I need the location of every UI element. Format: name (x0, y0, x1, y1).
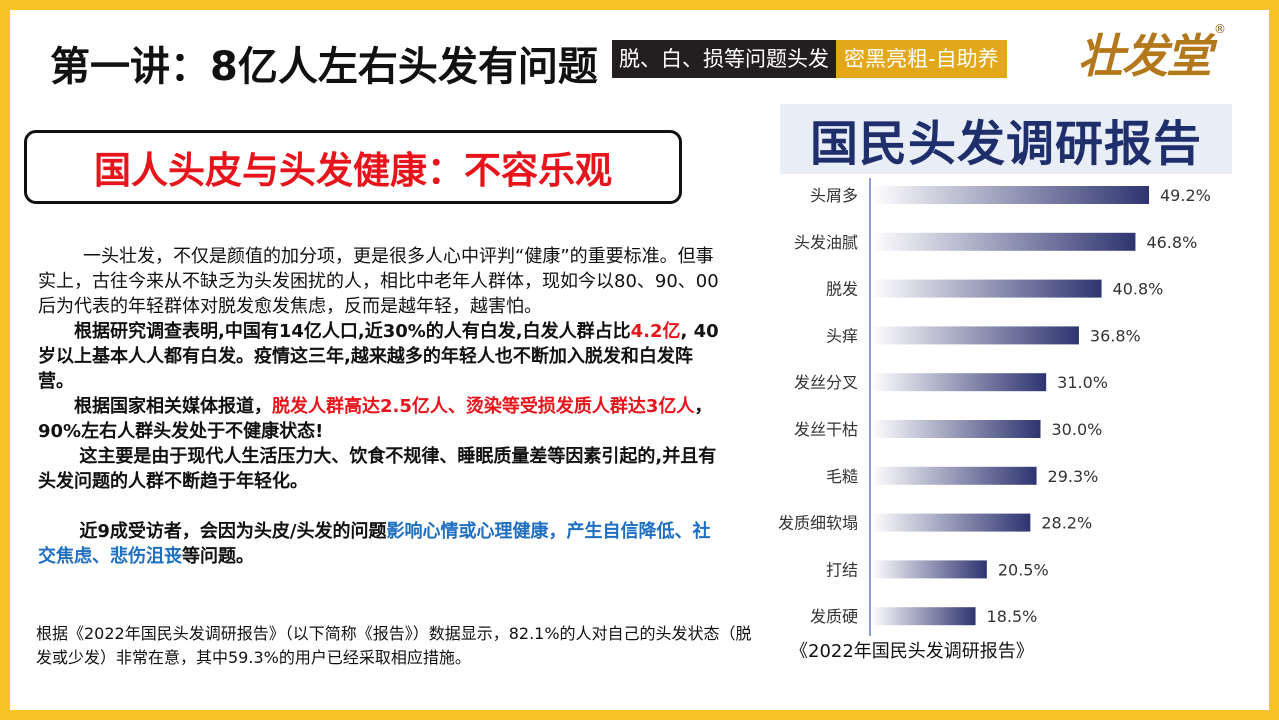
brand-logo: 壮发堂 (1078, 29, 1212, 83)
research-text-b: , 40岁以上基本人人都有白发。疫情这三年,越来越多的年轻人也不断加入脱发和白发… (38, 321, 719, 392)
report-title: 国民头发调研报告 (809, 116, 1202, 172)
slogan-bar: 脱、白、损等问题头发 密黑亮粗-自助养 (612, 40, 1007, 78)
bar (871, 513, 1031, 532)
slogan-problem: 脱、白、损等问题头发 (612, 40, 836, 78)
bar (871, 607, 976, 626)
mental-text-a: 近9成受访者，会因为头皮/头发的问题 (79, 521, 387, 542)
data-label: 20.5% (998, 560, 1049, 579)
category-label: 打结 (826, 560, 858, 579)
mental-impact: 影响心情或心理健康，产生自信降低、社交焦虑、悲伤沮丧 (38, 521, 711, 567)
body-text: 一头壮发，不仅是颜值的加分项，更是很多人心中评判“健康”的重要标准。但事实上，古… (38, 244, 726, 569)
bar (871, 420, 1041, 438)
data-label: 49.2% (1160, 186, 1211, 205)
paragraph-media: 根据国家相关媒体报道，脱发人群高达2.5亿人、烫染等受损发质人群达3亿人，90%… (38, 394, 726, 444)
registered-mark: ® (1214, 22, 1226, 36)
paragraph-research: 根据研究调查表明,中国有14亿人口,近30%的人有白发,白发人群占比4.2亿, … (38, 319, 726, 394)
category-label: 脱发 (826, 280, 858, 299)
category-label: 发质细软塌 (778, 514, 858, 533)
survey-bar-chart: 头屑多 49.2% 头发油腻 46.8% 脱发 40.8% 头痒 36.8% 发丝分叉 31.0%… (778, 178, 1211, 636)
subtitle-box: 国人头皮与头发健康：不容乐观 (24, 130, 682, 204)
data-label: 40.8% (1113, 280, 1164, 299)
data-label: 29.3% (1048, 467, 1099, 486)
bar (871, 326, 1079, 345)
slogan-solution: 密黑亮粗-自助养 (836, 40, 1007, 78)
research-text-a: 根据研究调查表明,中国有14亿人口,近30%的人有白发,白发人群占比 (74, 321, 631, 342)
subtitle: 国人头皮与头发健康：不容乐观 (94, 149, 612, 192)
white-hair-figure: 4.2亿 (630, 321, 681, 342)
chart-caption: 《2022年国民头发调研报告》 (790, 641, 1034, 662)
category-label: 发丝干枯 (794, 420, 858, 439)
bar (871, 466, 1037, 485)
bar (871, 373, 1047, 392)
data-label: 28.2% (1041, 514, 1092, 533)
bar (871, 232, 1136, 251)
page-title: 第一讲：8亿人左右头发有问题 (50, 44, 598, 90)
data-label: 18.5% (987, 607, 1038, 626)
media-text-a: 根据国家相关媒体报道， (74, 396, 272, 417)
bar (871, 279, 1102, 298)
category-label: 头痒 (826, 326, 858, 345)
bar (871, 186, 1149, 204)
report-title-banner: 国民头发调研报告 (780, 104, 1232, 174)
data-label: 46.8% (1146, 233, 1197, 252)
category-label: 毛糙 (826, 467, 858, 486)
category-label: 发质硬 (810, 607, 858, 626)
paragraph-mental: 近9成受访者，会因为头皮/头发的问题影响心情或心理健康，产生自信降低、社交焦虑、… (38, 519, 726, 569)
category-label: 头屑多 (810, 186, 858, 205)
hair-loss-figure: 脱发人群高达2.5亿人、烫染等受损发质人群达3亿人 (272, 396, 695, 417)
data-label: 30.0% (1052, 420, 1103, 439)
category-label: 头发油腻 (794, 233, 858, 252)
data-label: 31.0% (1057, 373, 1108, 392)
data-label: 36.8% (1090, 326, 1141, 345)
media-text-b: ，90%左右人群头发处于不健康状态! (38, 396, 713, 442)
paragraph-intro: 一头壮发，不仅是颜值的加分项，更是很多人心中评判“健康”的重要标准。但事实上，古… (38, 246, 719, 317)
mental-text-b: 等问题。 (182, 546, 254, 567)
category-label: 发丝分叉 (794, 373, 858, 392)
bar (871, 560, 987, 579)
footnote: 根据《2022年国民头发调研报告》（以下简称《报告》）数据显示，82.1%的人对… (36, 624, 752, 667)
paragraph-causes: 这主要是由于现代人生活压力大、饮食不规律、睡眠质量差等因素引起的,并且有头发问题… (38, 446, 717, 492)
